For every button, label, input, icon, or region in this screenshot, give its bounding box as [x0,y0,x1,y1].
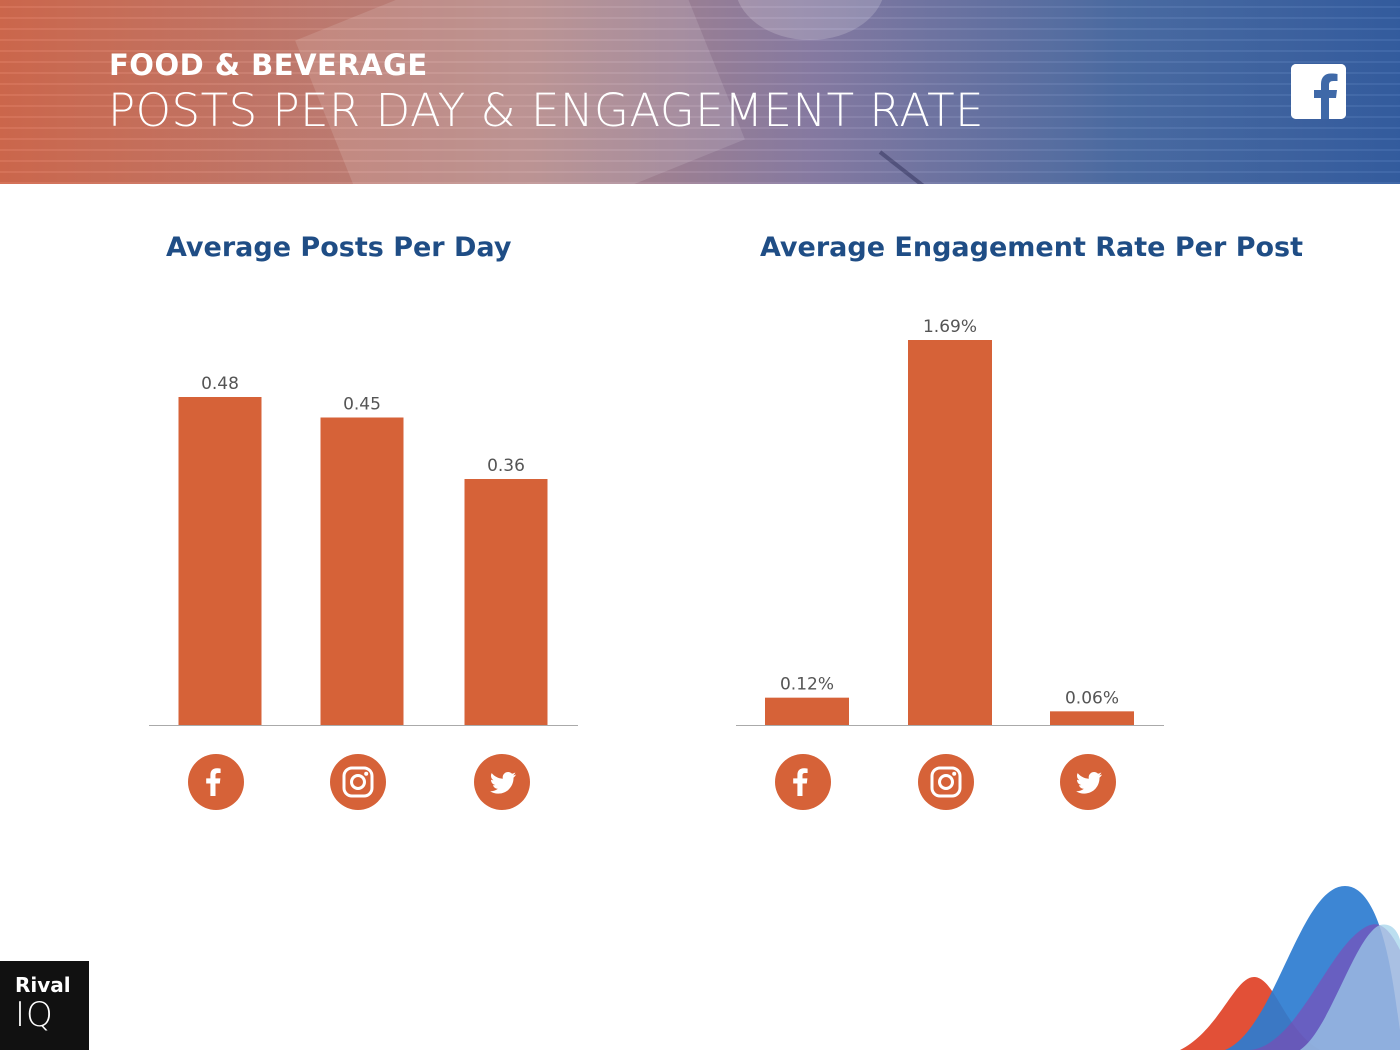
bar-twitter [1050,711,1134,725]
rival-iq-logo: Rival IQ [0,961,89,1050]
instagram-icon-circle [918,754,974,810]
instagram-frame [930,766,962,798]
twitter-glyph [490,772,516,794]
data-label-instagram: 1.69% [923,317,977,337]
bar-twitter [464,479,548,725]
instagram-lens [350,774,366,790]
industry-kicker: FOOD & BEVERAGE [109,48,428,82]
page-title: POSTS PER DAY & ENGAGEMENT RATE [108,84,985,137]
bar-instagram [320,417,404,725]
twitter-glyph [1076,772,1102,794]
bar-facebook [765,697,849,725]
brand-waves-decoration [1180,886,1400,1050]
data-label-instagram: 0.45 [343,395,381,415]
logo-rival-text: Rival [15,973,71,997]
instagram-lens [938,774,954,790]
data-label-twitter: 0.36 [487,456,525,476]
twitter-icon [474,754,530,810]
facebook-icon [188,754,244,810]
facebook-glyph [206,768,221,796]
chart-0: 0.48 0.45 0.36 [149,374,578,810]
instagram-dot [952,771,957,776]
banner-wood-texture [0,0,1400,184]
bar-facebook [178,397,262,725]
data-label-facebook: 0.12% [780,675,834,695]
posts-per-day-chart-title: Average Posts Per Day [166,232,512,263]
twitter-icon [1060,754,1116,810]
data-label-facebook: 0.48 [201,374,239,394]
instagram-dot [364,771,369,776]
facebook-icon [775,754,831,810]
instagram-frame [342,766,374,798]
engagement-rate-chart-title: Average Engagement Rate Per Post [760,232,1304,263]
instagram-icon-circle [330,754,386,810]
facebook-icon [1291,64,1346,119]
header-banner: FOOD & BEVERAGE POSTS PER DAY & ENGAGEME… [0,0,1400,184]
logo-iq-text: IQ [15,995,54,1035]
data-label-twitter: 0.06% [1065,688,1119,708]
bar-instagram [908,340,992,725]
instagram-icon [918,754,974,810]
instagram-icon [330,754,386,810]
chart-1: 0.12% 1.69% 0.06% [736,317,1164,810]
facebook-glyph [793,768,808,796]
